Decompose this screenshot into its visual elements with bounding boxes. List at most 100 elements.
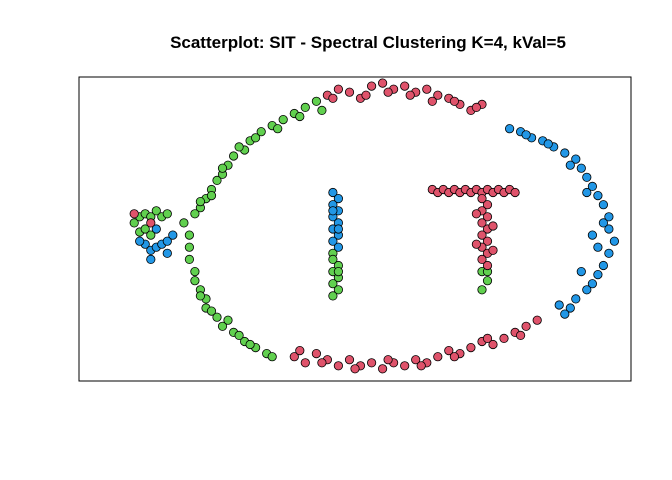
- data-point: [129, 218, 139, 228]
- data-point: [471, 209, 481, 219]
- data-point: [477, 194, 487, 204]
- data-point: [328, 254, 338, 264]
- data-point: [328, 279, 338, 289]
- data-point: [206, 191, 217, 201]
- data-point: [510, 187, 520, 198]
- data-point: [195, 197, 205, 207]
- data-point: [482, 260, 493, 271]
- data-point: [140, 224, 150, 234]
- data-point: [532, 315, 542, 325]
- data-point: [482, 276, 493, 286]
- data-point: [328, 93, 338, 103]
- data-point: [328, 291, 338, 301]
- data-point: [256, 127, 266, 137]
- data-point: [223, 315, 233, 325]
- data-point: [311, 348, 321, 359]
- data-point: [245, 339, 255, 350]
- data-point: [317, 105, 327, 116]
- data-point: [482, 200, 493, 210]
- data-point: [146, 254, 156, 264]
- data-point: [217, 163, 228, 173]
- data-point: [190, 276, 200, 286]
- data-point: [366, 81, 377, 91]
- data-point: [135, 236, 145, 246]
- data-point: [471, 102, 481, 113]
- data-point: [433, 352, 443, 362]
- data-point: [416, 361, 426, 371]
- data-point: [593, 242, 603, 252]
- chart-title: Scatterplot: SIT - Spectral Clustering K…: [170, 33, 566, 52]
- data-point: [344, 355, 355, 365]
- data-point: [328, 236, 338, 246]
- data-point: [565, 303, 575, 313]
- data-point: [377, 78, 388, 88]
- data-point: [328, 187, 338, 198]
- data-point: [295, 111, 305, 122]
- data-point: [571, 294, 581, 304]
- data-point: [311, 96, 321, 106]
- data-point: [328, 206, 338, 216]
- data-point: [576, 266, 586, 277]
- data-point: [587, 181, 598, 191]
- data-point: [350, 364, 360, 374]
- data-point: [587, 230, 598, 240]
- data-point: [543, 139, 553, 149]
- data-point: [598, 200, 609, 210]
- data-point: [190, 266, 200, 277]
- data-point: [267, 352, 277, 362]
- data-point: [146, 230, 156, 240]
- data-point: [217, 321, 228, 331]
- data-point: [554, 300, 564, 310]
- data-point: [400, 361, 410, 371]
- data-point: [168, 230, 178, 240]
- data-point: [206, 306, 217, 316]
- data-point: [129, 209, 139, 219]
- data-point: [195, 291, 205, 301]
- data-point: [593, 191, 603, 201]
- data-point: [521, 321, 531, 331]
- data-point: [449, 352, 459, 362]
- data-point: [482, 333, 493, 343]
- data-point: [604, 212, 614, 222]
- data-point: [433, 90, 443, 100]
- data-point: [383, 87, 393, 97]
- data-point: [449, 96, 459, 106]
- data-point: [289, 352, 299, 362]
- data-point: [405, 90, 415, 100]
- data-point: [251, 133, 261, 143]
- data-point: [521, 130, 531, 140]
- data-points: [129, 78, 620, 374]
- data-point: [488, 245, 498, 255]
- data-point: [609, 236, 620, 246]
- plot-frame: [78, 76, 632, 382]
- data-point: [477, 218, 487, 228]
- data-point: [593, 269, 603, 280]
- data-point: [477, 254, 487, 264]
- data-point: [317, 358, 327, 368]
- data-point: [190, 209, 200, 219]
- data-point: [162, 236, 172, 246]
- data-point: [587, 279, 598, 289]
- data-point: [333, 224, 343, 234]
- data-point: [598, 218, 609, 228]
- data-point: [361, 90, 371, 100]
- data-point: [499, 333, 509, 343]
- data-point: [477, 285, 487, 295]
- data-point: [333, 194, 343, 204]
- data-point: [273, 124, 283, 134]
- data-point: [560, 309, 570, 319]
- data-point: [179, 218, 189, 228]
- data-point: [184, 254, 194, 264]
- data-point: [234, 330, 244, 340]
- data-point: [604, 248, 614, 258]
- data-point: [184, 230, 194, 240]
- data-point: [146, 218, 156, 228]
- data-point: [582, 187, 592, 198]
- data-point: [212, 312, 222, 322]
- data-point: [604, 224, 614, 234]
- data-point: [565, 160, 575, 170]
- data-point: [488, 221, 498, 231]
- data-point: [422, 84, 432, 94]
- data-point: [377, 364, 388, 374]
